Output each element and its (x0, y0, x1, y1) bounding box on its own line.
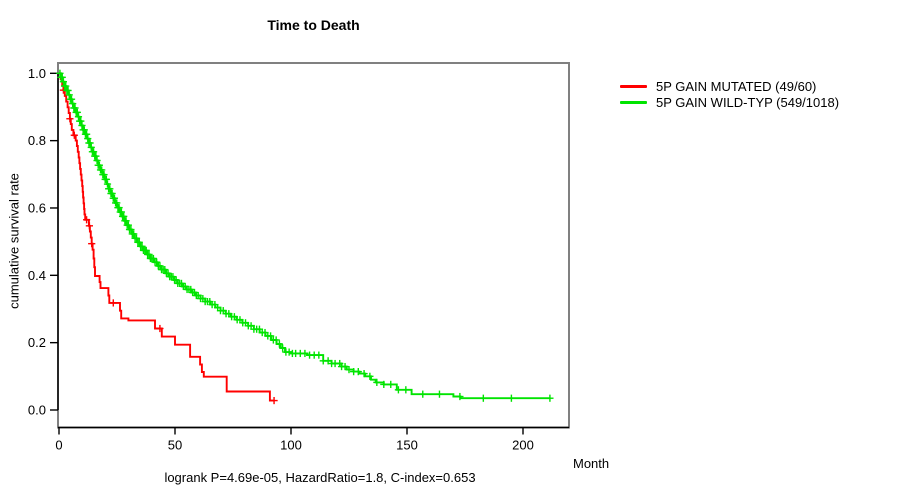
legend-label-mutated: 5P GAIN MUTATED (49/60) (656, 78, 817, 94)
legend-label-wildtype: 5P GAIN WILD-TYP (549/1018) (656, 94, 840, 110)
stats-caption: logrank P=4.69e-05, HazardRatio=1.8, C-i… (164, 470, 476, 485)
censor-marks-0 (59, 86, 278, 405)
x-tick-label: 150 (396, 438, 418, 453)
x-axis: 0 50 100 150 200 (55, 426, 569, 453)
survival-curve-0 (59, 72, 275, 402)
x-tick-label: 100 (280, 438, 302, 453)
y-tick-label: 0.8 (28, 133, 46, 148)
y-tick-label: 1.0 (28, 66, 46, 81)
plot-border (57, 62, 570, 429)
legend-item-wildtype: 5P GAIN WILD-TYP (549/1018) (620, 94, 840, 110)
legend-line-green-icon (620, 100, 647, 104)
chart-title: Time to Death (267, 17, 360, 33)
y-axis: 0.0 0.2 0.4 0.6 0.8 1.0 (28, 66, 59, 418)
x-tick-label: 0 (55, 438, 62, 453)
x-tick-label: 50 (168, 438, 182, 453)
censor-marks-1 (56, 69, 554, 402)
y-tick-label: 0.6 (28, 200, 46, 215)
legend-line-red-icon (620, 84, 647, 88)
legend-item-mutated: 5P GAIN MUTATED (49/60) (620, 78, 839, 94)
y-tick-label: 0.4 (28, 268, 46, 283)
legend: 5P GAIN MUTATED (49/60) 5P GAIN WILD-TYP… (620, 78, 840, 110)
x-axis-label: Month (573, 456, 610, 471)
x-tick-label: 200 (512, 438, 534, 453)
y-tick-label: 0.0 (28, 403, 46, 418)
y-tick-label: 0.2 (28, 335, 46, 350)
